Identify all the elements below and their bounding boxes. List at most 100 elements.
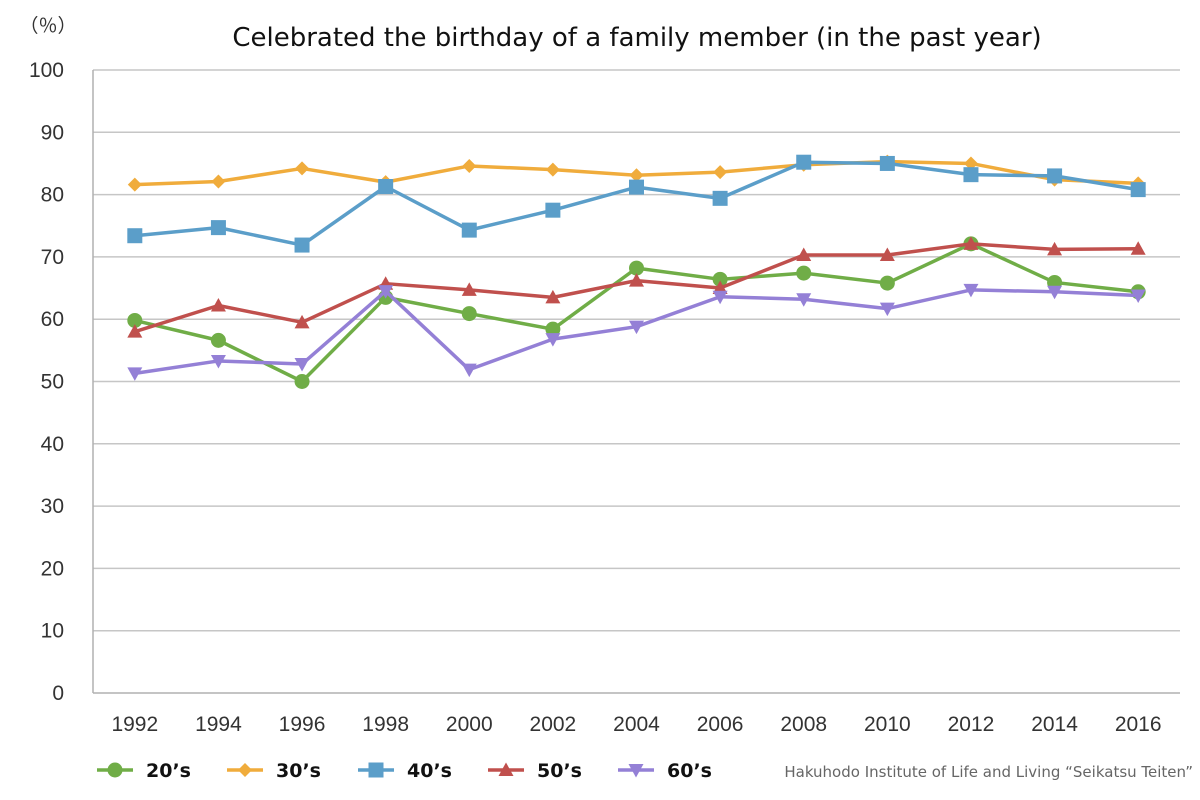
x-tick-label-1994: 1994 <box>195 713 242 736</box>
y-tick-label-20: 20 <box>41 557 64 580</box>
data-point-5-1994 <box>210 354 226 369</box>
data-point-4-1994 <box>210 297 226 312</box>
data-point-3-1994 <box>210 220 226 236</box>
y-tick-label-100: 100 <box>29 59 64 82</box>
legend-item-4: 50’s <box>488 760 582 782</box>
data-point-2-2012 <box>963 156 978 171</box>
data-point-4-2014 <box>1047 241 1063 256</box>
series-group <box>127 154 1146 389</box>
legend-item-3: 40’s <box>358 760 452 782</box>
legend-swatch-marker-5 <box>628 764 644 778</box>
data-point-2-2002 <box>545 162 560 177</box>
data-point-4-2010 <box>879 247 895 262</box>
gridlines <box>93 69 1180 632</box>
y-tick-label-0: 0 <box>52 682 64 705</box>
data-point-4-2016 <box>1130 241 1146 255</box>
legend-label-4: 50’s <box>537 760 582 782</box>
series-5 <box>127 283 1146 381</box>
axes <box>92 70 1180 694</box>
data-point-3-1996 <box>294 237 310 253</box>
legend-label-1: 20’s <box>146 760 191 782</box>
data-point-5-2000 <box>461 363 477 378</box>
data-point-1-2006 <box>712 271 728 287</box>
data-point-5-2012 <box>963 283 979 298</box>
data-point-3-2016 <box>1130 182 1146 198</box>
data-point-2-1994 <box>211 174 226 189</box>
data-point-1-2004 <box>629 260 644 276</box>
y-axis-tick-labels: 0 10 20 30 40 50 60 70 80 90 100 <box>29 59 64 705</box>
data-point-1-2002 <box>545 321 561 337</box>
y-tick-label-70: 70 <box>41 246 64 269</box>
data-point-4-2006 <box>712 280 728 295</box>
data-point-3-2012 <box>963 167 979 183</box>
x-tick-label-2002: 2002 <box>530 713 577 736</box>
y-tick-label-60: 60 <box>41 308 64 331</box>
data-point-3-2008 <box>796 154 812 170</box>
data-point-4-1996 <box>294 314 310 329</box>
x-axis-tick-labels: 1992 1994 1996 1998 2000 2002 2004 2006 2008 2010… <box>111 713 1161 736</box>
legend-item-5: 60’s <box>618 760 712 782</box>
data-point-4-2012 <box>963 236 979 250</box>
y-tick-label-90: 90 <box>41 121 64 144</box>
x-tick-label-2000: 2000 <box>446 713 493 736</box>
data-point-1-2008 <box>796 265 812 281</box>
x-tick-label-2008: 2008 <box>780 713 827 736</box>
y-tick-label-10: 10 <box>41 620 64 643</box>
legend-item-2: 30’s <box>227 760 321 782</box>
x-tick-label-2010: 2010 <box>864 713 911 736</box>
legend-label-2: 30’s <box>276 760 321 782</box>
data-point-5-2014 <box>1047 285 1063 300</box>
data-point-4-2000 <box>461 282 477 296</box>
data-point-2-1992 <box>127 177 142 192</box>
data-point-3-2006 <box>712 190 728 206</box>
y-axis-unit-label: （％） <box>19 15 76 37</box>
data-point-2-2000 <box>462 158 477 173</box>
x-tick-label-1996: 1996 <box>279 713 326 736</box>
data-point-2-1996 <box>295 161 310 176</box>
data-point-5-2002 <box>545 333 561 347</box>
data-point-5-1996 <box>294 358 310 372</box>
y-tick-label-40: 40 <box>41 433 64 456</box>
x-tick-label-2014: 2014 <box>1031 713 1078 736</box>
data-point-1-1994 <box>210 332 226 348</box>
data-point-3-2000 <box>461 222 477 238</box>
x-tick-label-1992: 1992 <box>111 713 158 736</box>
x-tick-label-2012: 2012 <box>948 713 995 736</box>
x-tick-label-2006: 2006 <box>697 713 744 736</box>
series-1 <box>127 236 1146 389</box>
data-point-5-1998 <box>378 285 394 299</box>
data-point-2-2006 <box>713 165 728 180</box>
data-point-1-1992 <box>127 312 143 328</box>
data-point-2-2004 <box>629 168 644 183</box>
legend-item-1: 20’s <box>97 760 191 782</box>
data-point-5-1992 <box>127 367 143 381</box>
data-point-5-2010 <box>879 302 895 317</box>
data-point-3-2014 <box>1047 168 1063 184</box>
data-point-3-1998 <box>378 179 394 195</box>
x-tick-label-1998: 1998 <box>362 713 409 736</box>
data-point-3-1992 <box>127 228 143 244</box>
legend-label-5: 60’s <box>667 760 712 782</box>
legend-label-3: 40’s <box>407 760 452 782</box>
source-note: Hakuhodo Institute of Life and Living “S… <box>784 763 1193 781</box>
data-point-3-2004 <box>629 179 644 195</box>
data-point-1-2000 <box>461 306 477 322</box>
x-tick-label-2004: 2004 <box>613 713 660 736</box>
x-tick-label-2016: 2016 <box>1115 713 1162 736</box>
data-point-1-2010 <box>879 275 895 291</box>
y-tick-label-50: 50 <box>41 371 64 394</box>
y-tick-label-30: 30 <box>41 495 64 518</box>
legend-swatch-marker-4 <box>498 762 514 776</box>
data-point-4-2004 <box>629 273 644 287</box>
legend: 20’s 30’s 40’s 50’s 60’s <box>97 760 712 782</box>
data-point-3-2002 <box>545 202 561 218</box>
legend-swatch-marker-2 <box>238 763 252 777</box>
chart-title: Celebrated the birthday of a family memb… <box>232 23 1041 53</box>
data-point-4-2002 <box>545 289 561 304</box>
series-3 <box>127 154 1146 253</box>
legend-swatch-marker-1 <box>107 762 123 778</box>
data-point-5-2004 <box>629 320 644 335</box>
data-point-5-2016 <box>1130 289 1146 304</box>
series-4 <box>127 236 1146 338</box>
